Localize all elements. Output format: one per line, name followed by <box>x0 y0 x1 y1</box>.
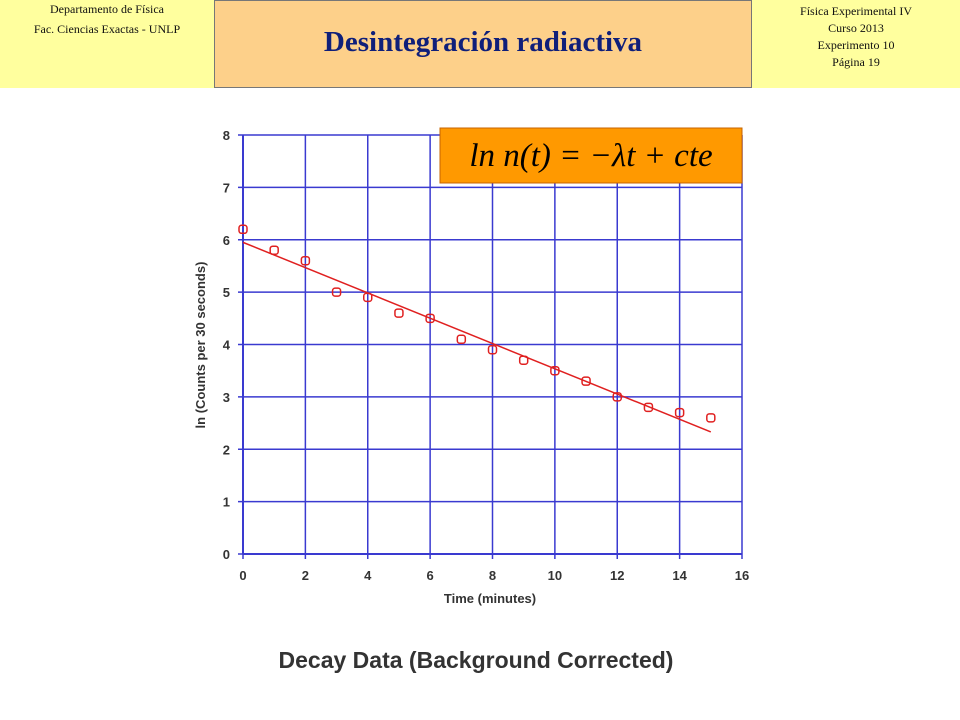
course-label: Física Experimental IV <box>800 4 912 18</box>
data-point <box>300 255 311 266</box>
x-tick-label: 2 <box>302 568 309 583</box>
x-tick-label: 10 <box>548 568 562 583</box>
data-point <box>394 308 404 318</box>
data-point <box>425 313 435 324</box>
experiment-label: Experimento 10 <box>817 38 895 52</box>
data-point <box>518 355 529 365</box>
x-tick-label: 16 <box>735 568 749 583</box>
y-tick-label: 6 <box>223 233 230 248</box>
data-point <box>581 376 591 386</box>
x-tick-label: 4 <box>364 568 372 583</box>
y-tick-label: 1 <box>223 495 230 510</box>
page-number-label: Página 19 <box>832 55 880 69</box>
data-point <box>331 287 342 297</box>
y-tick-label: 0 <box>223 547 230 562</box>
data-points <box>238 224 716 423</box>
department-label: Departamento de Física <box>50 2 164 16</box>
x-tick-label: 8 <box>489 568 496 583</box>
y-axis-label: ln (Counts per 30 seconds) <box>193 262 208 429</box>
data-point <box>674 407 685 418</box>
data-point <box>269 245 279 255</box>
x-tick-label: 12 <box>610 568 624 583</box>
y-tick-label: 8 <box>223 128 230 143</box>
y-tick-label: 3 <box>223 390 230 405</box>
equation-text: ln n(t) = −λt + cte <box>469 138 712 174</box>
data-point <box>706 413 716 423</box>
chart-grid <box>238 134 743 559</box>
data-point <box>612 392 622 402</box>
y-tick-label: 5 <box>223 285 230 300</box>
y-tick-label: 4 <box>223 338 231 353</box>
equation-box: ln n(t) = −λt + cte <box>439 127 743 184</box>
header-right-panel: Física Experimental IV Curso 2013 Experi… <box>752 0 960 88</box>
data-point <box>550 365 560 376</box>
x-axis-label: Time (minutes) <box>444 591 536 606</box>
page-title: Desintegración radiactiva <box>323 26 643 58</box>
y-tick-label: 2 <box>223 442 230 457</box>
x-tick-label: 14 <box>672 568 687 583</box>
fit-line <box>242 241 712 433</box>
x-tick-label: 6 <box>427 568 434 583</box>
faculty-label: Fac. Ciencias Exactas - UNLP <box>33 22 181 36</box>
year-label: Curso 2013 <box>828 21 884 35</box>
y-tick-label: 7 <box>223 180 230 195</box>
data-point <box>643 402 654 413</box>
chart-caption: Decay Data (Background Corrected) <box>279 647 674 673</box>
data-point <box>487 344 498 355</box>
header-title-panel: Desintegración radiactiva <box>214 0 752 88</box>
data-point <box>456 334 467 345</box>
x-tick-label: 0 <box>239 568 246 583</box>
header-left-panel: Departamento de Física Fac. Ciencias Exa… <box>0 0 214 88</box>
equation-background <box>439 127 743 184</box>
data-point <box>238 224 248 235</box>
data-point <box>363 292 373 303</box>
